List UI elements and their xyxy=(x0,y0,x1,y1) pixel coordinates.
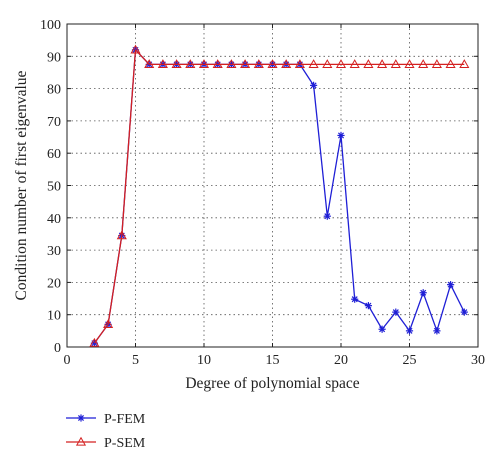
series-p-sem xyxy=(89,44,470,347)
data-point xyxy=(335,59,347,69)
data-point xyxy=(267,59,278,69)
data-point xyxy=(185,59,196,69)
data-point xyxy=(240,59,251,69)
data-point xyxy=(392,308,400,316)
legend-label: P-SEM xyxy=(104,436,146,451)
data-point xyxy=(363,59,374,69)
data-point xyxy=(212,59,223,69)
data-point xyxy=(337,131,345,140)
data-point xyxy=(130,44,141,54)
y-tick-label: 90 xyxy=(47,50,61,65)
series-line xyxy=(93,48,465,344)
data-point xyxy=(445,59,456,69)
y-tick-label: 40 xyxy=(47,212,61,227)
series-layer xyxy=(89,44,470,347)
y-tick-label: 30 xyxy=(47,244,61,259)
data-point xyxy=(419,289,427,297)
data-point xyxy=(281,59,292,69)
data-point xyxy=(404,59,415,69)
axis-ticks: 0 5 10 15 20 25 30 0 10 20 30 40 50 60 70 80 90 100 xyxy=(40,18,485,368)
y-tick-label: 70 xyxy=(47,115,61,130)
series-line xyxy=(93,48,465,344)
data-point xyxy=(116,230,127,240)
data-point xyxy=(418,59,429,69)
x-tick-label: 20 xyxy=(334,353,348,368)
data-point xyxy=(349,59,360,69)
x-tick-label: 30 xyxy=(471,353,485,368)
data-point xyxy=(89,337,100,347)
y-tick-label: 20 xyxy=(47,276,61,291)
data-point xyxy=(171,59,182,69)
grid-lines xyxy=(67,24,478,347)
y-tick-label: 10 xyxy=(47,309,61,324)
legend-label: P-FEM xyxy=(104,412,146,427)
x-tick-label: 5 xyxy=(132,353,139,368)
legend-item: P-SEM xyxy=(66,436,146,451)
data-point xyxy=(322,59,333,69)
data-point xyxy=(310,81,318,89)
data-point xyxy=(351,295,359,303)
data-point xyxy=(323,212,331,220)
data-point xyxy=(377,59,388,69)
data-point xyxy=(378,325,386,333)
data-point xyxy=(431,59,442,69)
y-axis-label: Condition number of first eigenvalue xyxy=(13,70,30,300)
y-tick-label: 50 xyxy=(47,180,61,195)
legend-marker xyxy=(77,414,85,422)
x-tick-label: 10 xyxy=(197,353,211,368)
data-point xyxy=(103,319,114,329)
y-tick-label: 80 xyxy=(47,83,61,98)
series-p-fem xyxy=(90,46,468,347)
y-tick-label: 0 xyxy=(54,341,61,356)
data-point xyxy=(459,59,470,69)
data-point xyxy=(390,59,401,69)
data-point xyxy=(447,281,455,289)
data-point xyxy=(198,59,210,69)
data-point xyxy=(226,59,237,69)
data-point xyxy=(460,308,468,316)
x-tick-label: 15 xyxy=(266,353,280,368)
data-point xyxy=(157,59,168,69)
data-point xyxy=(253,59,264,69)
x-tick-label: 25 xyxy=(403,353,417,368)
data-point xyxy=(433,327,441,335)
data-point xyxy=(144,59,155,69)
y-tick-label: 60 xyxy=(47,147,61,162)
legend-marker xyxy=(75,436,87,446)
data-point xyxy=(294,59,305,69)
legend-item: P-FEM xyxy=(66,412,146,427)
data-point xyxy=(405,327,414,335)
data-point xyxy=(308,59,319,69)
legend: P-FEM P-SEM xyxy=(66,412,146,451)
data-point xyxy=(364,302,372,310)
y-tick-label: 100 xyxy=(40,18,61,33)
x-axis-label: Degree of polynomial space xyxy=(185,375,359,392)
x-tick-label: 0 xyxy=(64,353,71,368)
